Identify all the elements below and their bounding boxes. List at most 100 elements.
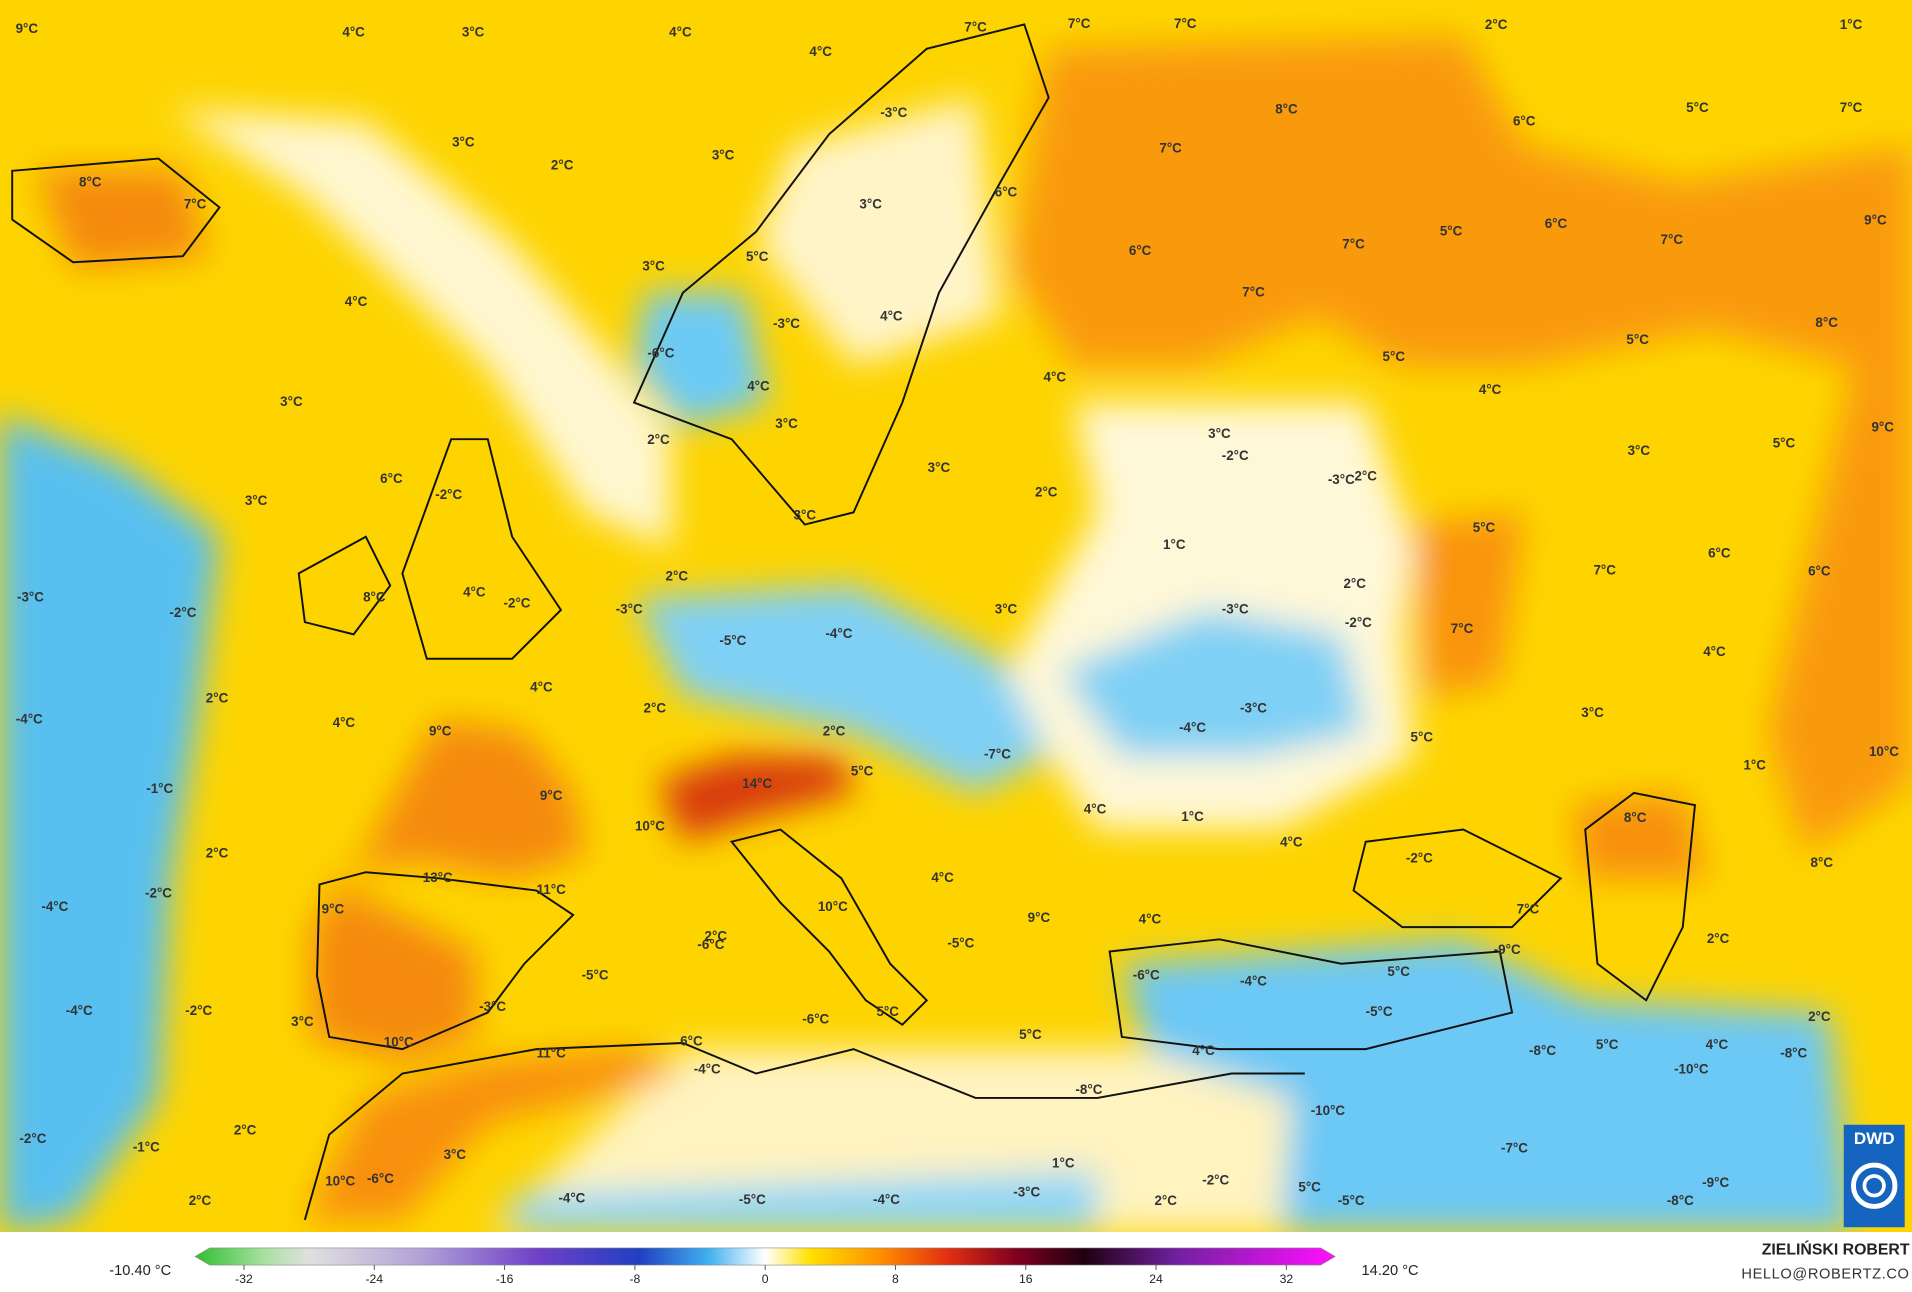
temperature-label: 4°C (342, 24, 365, 39)
temperature-labels: 9°C 4°C 3°C 4°C 4°C 7°C 7°C 7°C 2°C 1°C -3°C 8°C 6°C… (16, 16, 1900, 1208)
temperature-label: -4°C (41, 899, 68, 914)
dwd-logo: DWD (1843, 1124, 1905, 1228)
colorbar-tick-label: -16 (496, 1272, 514, 1286)
temperature-label: 4°C (880, 309, 903, 324)
temperature-label: 4°C (1703, 644, 1726, 659)
temperature-label: 5°C (1383, 349, 1406, 364)
temperature-label: -9°C (1494, 942, 1521, 957)
temperature-label: 2°C (666, 569, 689, 584)
temperature-label: 2°C (644, 700, 667, 715)
temperature-label: 4°C (1706, 1037, 1729, 1052)
temperature-label: 2°C (551, 157, 574, 172)
temperature-label: 4°C (1479, 382, 1502, 397)
temperature-label: 5°C (746, 249, 769, 264)
temperature-label: 5°C (1626, 332, 1649, 347)
temperature-label: 13°C (423, 870, 453, 885)
temperature-label: 5°C (1686, 100, 1709, 115)
temperature-label: -8°C (1780, 1046, 1807, 1061)
temperature-label: 5°C (876, 1004, 899, 1019)
temperature-label: 2°C (647, 432, 670, 447)
temperature-label: 10°C (818, 899, 848, 914)
temperature-label: 3°C (444, 1147, 467, 1162)
temperature-label: 9°C (540, 788, 563, 803)
temperature-label: 6°C (995, 184, 1018, 199)
temperature-label: 2°C (1485, 17, 1508, 32)
temperature-label: 10°C (325, 1174, 355, 1189)
temperature-label: 2°C (189, 1193, 212, 1208)
temperature-label: 14°C (742, 776, 772, 791)
colorbar-tick-label: 8 (892, 1272, 899, 1286)
temperature-label: 9°C (1028, 910, 1051, 925)
temperature-label: 2°C (1343, 576, 1366, 591)
temperature-label: 2°C (234, 1122, 257, 1137)
temperature-label: -5°C (719, 633, 746, 648)
temperature-label: 6°C (1808, 564, 1831, 579)
temperature-label: -8°C (1667, 1193, 1694, 1208)
temperature-label: 7°C (1068, 16, 1091, 31)
temperature-label: 1°C (1743, 758, 1766, 773)
temperature-label: 1°C (1840, 17, 1863, 32)
colorbar-tick-label: -32 (235, 1272, 253, 1286)
temperature-label: 2°C (823, 723, 846, 738)
temperature-label: -6°C (1133, 967, 1160, 982)
temperature-label: -6°C (647, 345, 674, 360)
temperature-label: -4°C (66, 1003, 93, 1018)
temperature-label: -5°C (582, 967, 609, 982)
temperature-label: 11°C (537, 1046, 567, 1061)
temperature-label: 2°C (206, 691, 229, 706)
temperature-label: 3°C (712, 148, 735, 163)
temperature-label: -2°C (504, 595, 531, 610)
temperature-label: -8°C (1529, 1043, 1556, 1058)
temperature-label: -7°C (1501, 1141, 1528, 1156)
temperature-label: -7°C (984, 747, 1011, 762)
temperature-label: -2°C (169, 605, 196, 620)
temperature-label: 7°C (1517, 902, 1540, 917)
temperature-label: 2°C (1707, 931, 1730, 946)
temperature-label: 4°C (1084, 802, 1107, 817)
temperature-label: 5°C (1411, 730, 1434, 745)
temperature-label: 3°C (291, 1014, 314, 1029)
temperature-label: 10°C (635, 819, 665, 834)
temperature-label: -1°C (146, 781, 173, 796)
temperature-label: 6°C (1513, 114, 1536, 129)
max-label: 14.20 °C (1362, 1263, 1419, 1279)
temperature-label: 6°C (680, 1033, 703, 1048)
temperature-label: 7°C (1661, 232, 1684, 247)
temperature-label: 2°C (1354, 469, 1377, 484)
temperature-label: -6°C (367, 1171, 394, 1186)
temperature-label: -3°C (17, 589, 44, 604)
temperature-label: 9°C (16, 21, 39, 36)
temperature-label: -4°C (1240, 974, 1267, 989)
temperature-label: 3°C (642, 259, 665, 274)
temperature-label: 7°C (1451, 621, 1474, 636)
temperature-label: 6°C (380, 471, 403, 486)
temperature-label: -2°C (1222, 448, 1249, 463)
temperature-label: -8°C (1075, 1082, 1102, 1097)
temperature-label: 3°C (245, 493, 268, 508)
temperature-label: 4°C (530, 680, 553, 695)
temperature-label: 9°C (1864, 212, 1887, 227)
temperature-label: -10°C (1674, 1061, 1709, 1076)
temperature-label: -3°C (880, 105, 907, 120)
temperature-label: -5°C (739, 1192, 766, 1207)
temperature-label: 2°C (1154, 1193, 1177, 1208)
temperature-label: 8°C (363, 589, 386, 604)
temperature-label: 7°C (1840, 100, 1863, 115)
temperature-label: 8°C (1624, 810, 1647, 825)
email: HELLO@ROBERTZ.CO (1741, 1267, 1909, 1283)
temperature-label: 4°C (809, 44, 832, 59)
temperature-field (0, 0, 1912, 1233)
temperature-label: 5°C (1440, 223, 1463, 238)
temperature-label: 10°C (384, 1035, 414, 1050)
temperature-label: 4°C (333, 715, 356, 730)
temperature-label: -4°C (16, 711, 43, 726)
colorbar-tick-label: 16 (1019, 1272, 1033, 1286)
temperature-label: -4°C (694, 1061, 721, 1076)
temperature-label: -10°C (1311, 1103, 1346, 1118)
temperature-label: 4°C (463, 584, 486, 599)
temperature-label: -5°C (1338, 1193, 1365, 1208)
temperature-label: -2°C (435, 487, 462, 502)
temperature-label: -1°C (133, 1139, 160, 1154)
temperature-label: 9°C (1871, 420, 1894, 435)
temperature-label: 5°C (851, 764, 874, 779)
